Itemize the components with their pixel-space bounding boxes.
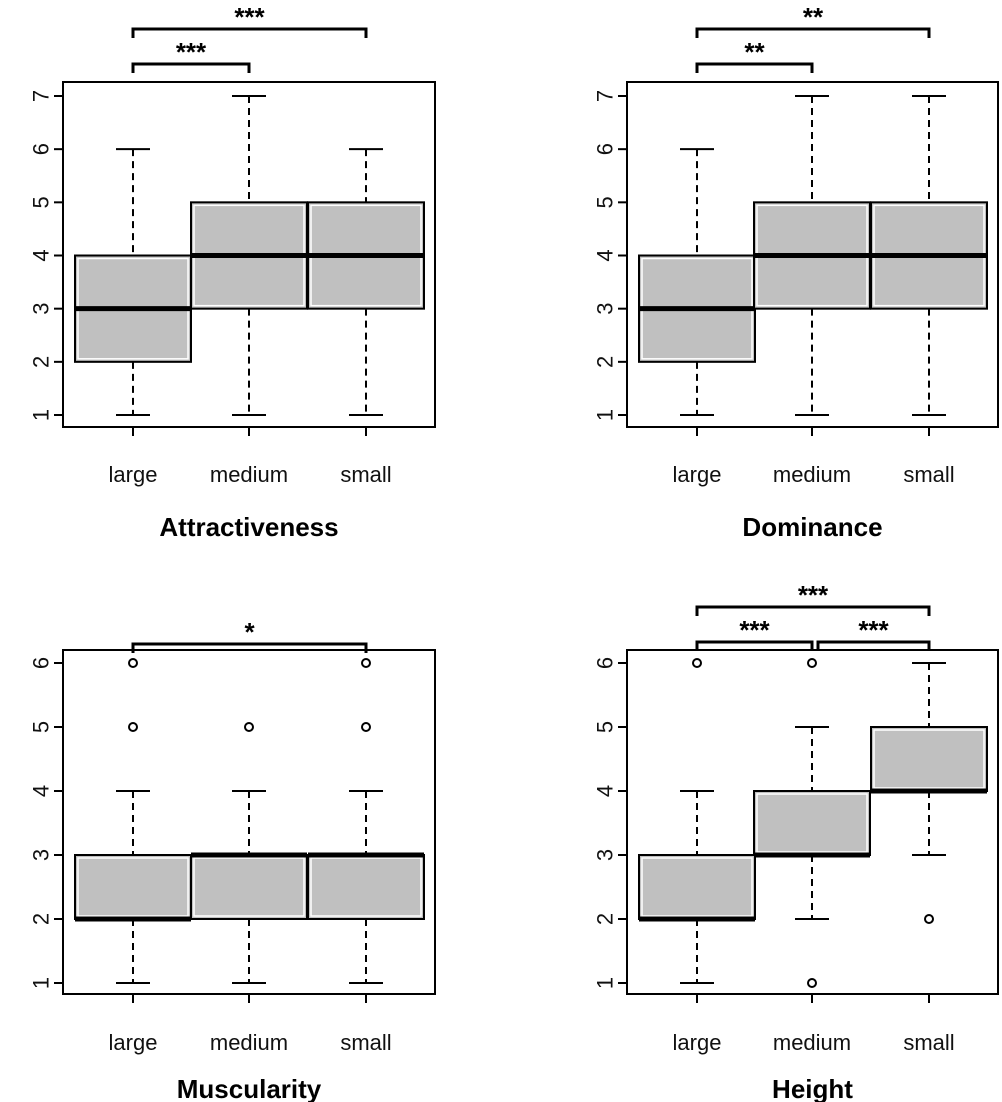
x-tick-label: small bbox=[903, 462, 954, 487]
y-tick-label: 4 bbox=[29, 249, 54, 261]
y-tick-label: 5 bbox=[593, 196, 618, 208]
outlier-point bbox=[128, 722, 138, 732]
outlier-point bbox=[692, 658, 702, 668]
significance-bracket bbox=[816, 640, 931, 651]
y-tick-label: 5 bbox=[29, 721, 54, 733]
panel-title: Muscularity bbox=[177, 1074, 322, 1102]
panel-title: Height bbox=[772, 1074, 853, 1102]
y-tick-label: 4 bbox=[593, 249, 618, 261]
panel-title: Attractiveness bbox=[159, 512, 338, 542]
x-tick-label: small bbox=[340, 1030, 391, 1055]
box-iqr bbox=[307, 854, 425, 920]
y-tick-label: 7 bbox=[593, 90, 618, 102]
outlier-point bbox=[128, 658, 138, 668]
x-tick-label: medium bbox=[210, 462, 288, 487]
significance-bracket bbox=[131, 62, 251, 73]
x-tick-label: large bbox=[109, 462, 158, 487]
x-tick-label: medium bbox=[773, 462, 851, 487]
y-tick-label: 1 bbox=[593, 977, 618, 989]
box-highlight bbox=[873, 729, 985, 789]
outlier-point bbox=[924, 914, 934, 924]
y-tick-label: 4 bbox=[29, 785, 54, 797]
outlier-point bbox=[807, 978, 817, 988]
outlier-point bbox=[807, 658, 817, 668]
x-tick-label: medium bbox=[210, 1030, 288, 1055]
outlier-point bbox=[361, 722, 371, 732]
y-tick-label: 2 bbox=[593, 913, 618, 925]
y-tick-label: 4 bbox=[593, 785, 618, 797]
y-tick-label: 3 bbox=[593, 849, 618, 861]
significance-label: * bbox=[244, 617, 255, 647]
x-tick-label: large bbox=[109, 1030, 158, 1055]
significance-bracket bbox=[695, 27, 931, 38]
y-tick-label: 7 bbox=[29, 90, 54, 102]
y-tick-label: 1 bbox=[593, 409, 618, 421]
y-tick-label: 3 bbox=[29, 303, 54, 315]
significance-label: *** bbox=[739, 615, 770, 645]
significance-bracket bbox=[695, 605, 931, 616]
x-tick-label: large bbox=[673, 462, 722, 487]
box-highlight bbox=[193, 857, 305, 917]
outlier-point bbox=[361, 658, 371, 668]
y-tick-label: 6 bbox=[593, 143, 618, 155]
y-tick-label: 6 bbox=[29, 657, 54, 669]
box-iqr bbox=[870, 726, 988, 792]
significance-label: *** bbox=[858, 615, 889, 645]
y-tick-label: 2 bbox=[29, 913, 54, 925]
box-highlight bbox=[310, 857, 422, 917]
significance-label: ** bbox=[803, 2, 824, 32]
significance-label: *** bbox=[176, 37, 207, 67]
y-tick-label: 3 bbox=[593, 303, 618, 315]
y-tick-label: 1 bbox=[29, 409, 54, 421]
box-iqr bbox=[74, 854, 192, 920]
significance-bracket bbox=[131, 27, 368, 38]
significance-label: ** bbox=[744, 37, 765, 67]
box-iqr bbox=[753, 790, 871, 856]
significance-bracket bbox=[131, 642, 368, 653]
box-iqr bbox=[638, 854, 756, 920]
box-highlight bbox=[756, 793, 868, 853]
box-iqr bbox=[190, 854, 308, 920]
significance-label: *** bbox=[798, 580, 829, 610]
x-tick-label: small bbox=[340, 462, 391, 487]
y-tick-label: 6 bbox=[29, 143, 54, 155]
x-tick-label: large bbox=[673, 1030, 722, 1055]
y-tick-label: 5 bbox=[593, 721, 618, 733]
significance-bracket bbox=[695, 62, 814, 73]
y-tick-label: 2 bbox=[593, 356, 618, 368]
y-tick-label: 5 bbox=[29, 196, 54, 208]
significance-label: *** bbox=[234, 2, 265, 32]
box-highlight bbox=[77, 857, 189, 917]
outlier-point bbox=[244, 722, 254, 732]
y-tick-label: 2 bbox=[29, 356, 54, 368]
box-highlight bbox=[641, 857, 753, 917]
x-tick-label: small bbox=[903, 1030, 954, 1055]
y-tick-label: 1 bbox=[29, 977, 54, 989]
y-tick-label: 6 bbox=[593, 657, 618, 669]
y-tick-label: 3 bbox=[29, 849, 54, 861]
panel-title: Dominance bbox=[742, 512, 882, 542]
significance-bracket bbox=[695, 640, 814, 651]
x-tick-label: medium bbox=[773, 1030, 851, 1055]
